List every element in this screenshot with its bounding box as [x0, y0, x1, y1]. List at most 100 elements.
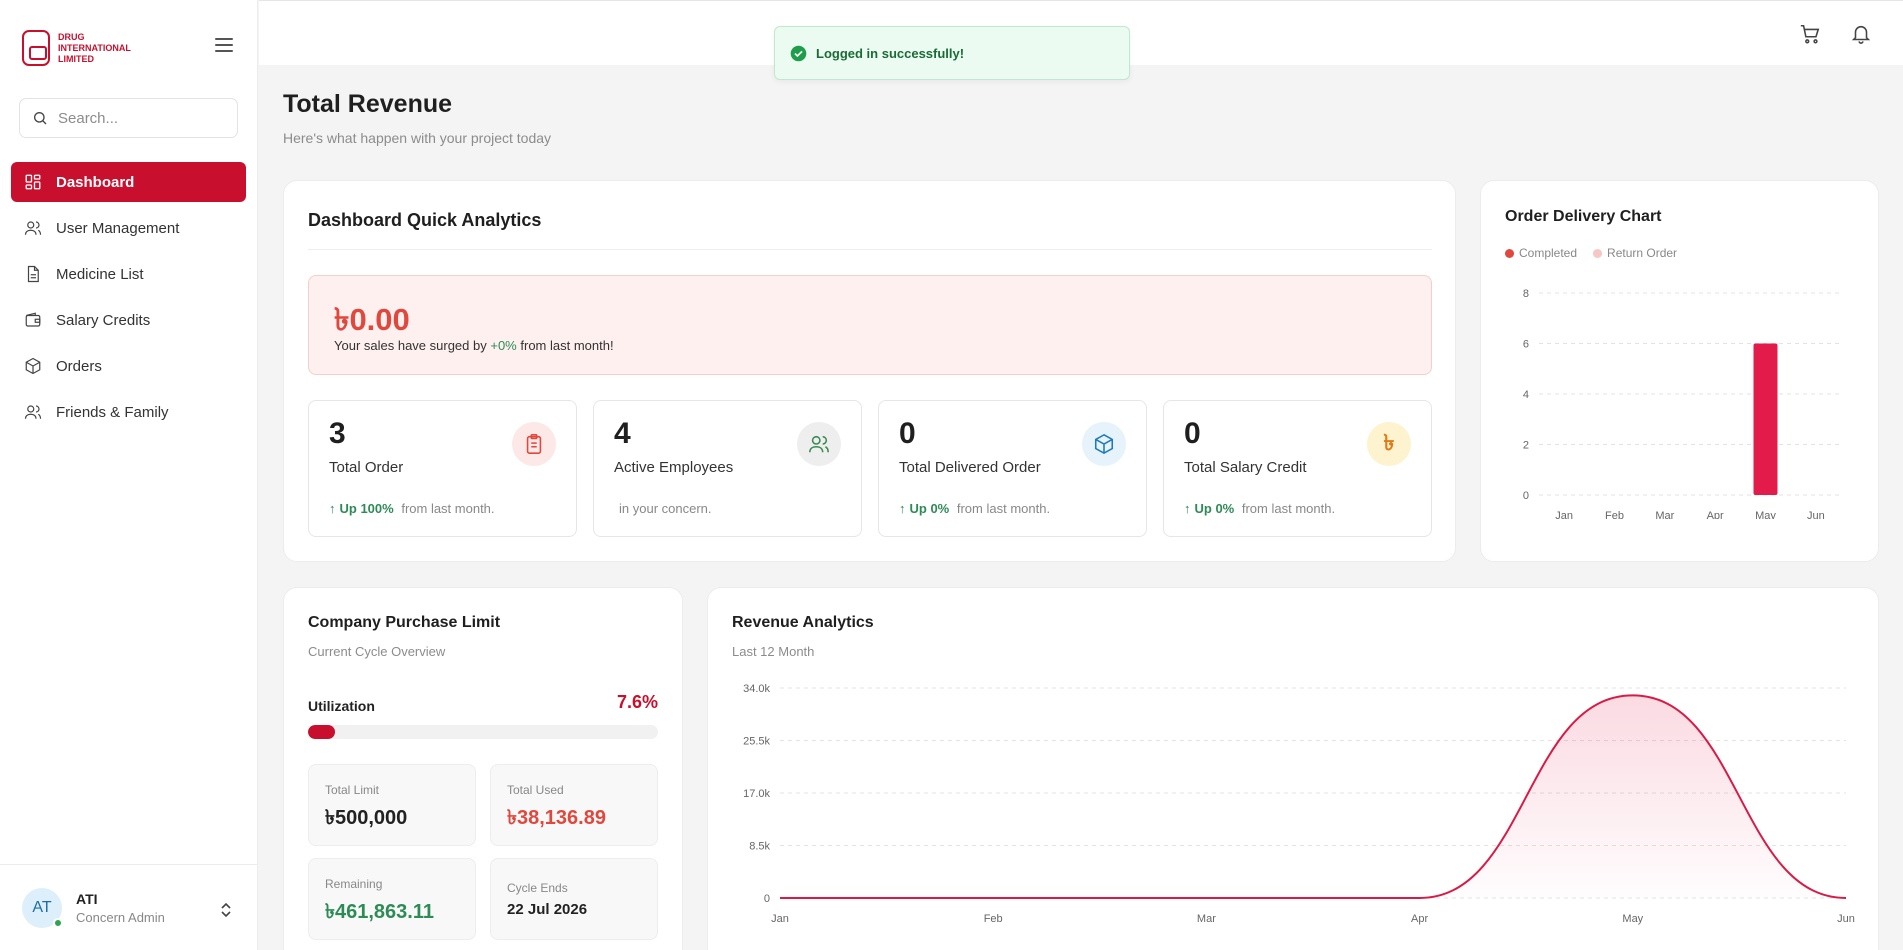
users-icon	[24, 221, 42, 235]
legend-label: Completed	[1519, 246, 1578, 260]
utilization-progress-bar	[308, 725, 658, 739]
utilization-progress-fill	[308, 725, 335, 739]
divider	[308, 249, 1432, 250]
x-tick-label: Feb	[984, 913, 1003, 925]
avatar-initials: AT	[32, 898, 52, 916]
stat-card-total-order: 3 Total Order ↑ Up 100% from last month.	[308, 400, 577, 537]
stat-change: Up 0%	[909, 501, 950, 516]
box-value: ৳461,863.11	[325, 901, 434, 923]
x-tick-label: Jun	[1807, 510, 1825, 519]
sidebar-item-label: Dashboard	[56, 173, 135, 191]
box-icon	[1082, 422, 1126, 466]
arrow-up-icon: ↑	[329, 501, 336, 516]
sales-text: Your sales have surged by +0% from last …	[334, 338, 614, 353]
chevron-up-down-icon[interactable]	[220, 902, 232, 918]
y-tick-label: 25.5k	[743, 736, 770, 748]
stat-change: Up 0%	[1194, 501, 1235, 516]
y-tick-label: 8.5k	[749, 841, 770, 853]
hamburger-menu-icon[interactable]	[215, 38, 233, 54]
taka-icon: ৳	[1367, 422, 1411, 466]
page-title: Total Revenue	[283, 90, 453, 118]
sidebar-item-user-management[interactable]: User Management	[11, 208, 246, 248]
online-status-dot	[53, 917, 63, 928]
card-title: Revenue Analytics	[732, 614, 874, 631]
sales-text-after: from last month!	[520, 338, 614, 353]
legend-item-completed[interactable]: Completed	[1505, 246, 1577, 260]
sidebar-item-salary-credits[interactable]: Salary Credits	[11, 300, 246, 340]
card-subtitle: Current Cycle Overview	[308, 644, 446, 659]
sales-text-before: Your sales have surged by	[334, 338, 487, 353]
legend-item-return-order[interactable]: Return Order	[1593, 246, 1677, 260]
document-icon	[27, 265, 39, 283]
user-profile[interactable]: AT ATI Concern Admin	[0, 864, 258, 950]
y-tick-label: 0	[1523, 490, 1529, 502]
y-tick-label: 2	[1523, 440, 1529, 452]
brand-name: DRUG INTERNATIONAL LIMITED	[58, 31, 131, 64]
remaining-box: Remaining ৳461,863.11	[308, 858, 476, 940]
stat-value: 4	[614, 417, 631, 450]
quick-analytics-card: Dashboard Quick Analytics ৳0.00 Your sal…	[283, 180, 1456, 562]
total-used-box: Total Used ৳38,136.89	[490, 764, 658, 846]
cart-icon[interactable]	[1799, 23, 1821, 45]
dashboard-icon	[25, 174, 41, 190]
stat-value: 0	[1184, 417, 1201, 450]
bell-icon[interactable]	[1850, 23, 1872, 45]
order-delivery-card: Order Delivery Chart Completed Return Or…	[1480, 180, 1879, 562]
sidebar-item-label: Salary Credits	[56, 311, 151, 329]
box-value: 22 Jul 2026	[507, 901, 588, 918]
users-icon	[24, 405, 42, 419]
stat-label: Active Employees	[614, 459, 734, 476]
logo-icon	[22, 30, 50, 66]
toast-notification: Logged in successfully!	[774, 26, 1130, 80]
search-input[interactable]	[58, 109, 228, 127]
x-tick-label: Jan	[771, 913, 789, 925]
stat-foot-text: from last month.	[956, 501, 1051, 516]
wallet-icon	[25, 312, 41, 327]
page-subtitle: Here's what happen with your project tod…	[283, 130, 552, 146]
sidebar-item-label: User Management	[56, 219, 180, 237]
stat-label: Total Delivered Order	[899, 459, 1041, 476]
box-label: Total Used	[507, 783, 564, 797]
stat-card-active-employees: 4 Active Employees in your concern.	[593, 400, 862, 537]
stat-footnote: in your concern.	[619, 501, 712, 516]
avatar: AT	[22, 887, 63, 928]
purchase-limit-card: Company Purchase Limit Current Cycle Ove…	[283, 587, 683, 950]
search-box	[19, 98, 238, 138]
total-limit-box: Total Limit ৳500,000	[308, 764, 476, 846]
box-label: Remaining	[325, 877, 383, 891]
sidebar-item-label: Medicine List	[56, 265, 144, 283]
x-tick-label: May	[1755, 510, 1776, 519]
users-icon	[797, 422, 841, 466]
sidebar-item-label: Orders	[56, 357, 102, 375]
y-tick-label: 0	[764, 893, 770, 905]
stat-footnote: ↑ Up 0% from last month.	[1184, 501, 1335, 516]
sidebar-nav: Dashboard User Management Medicine List …	[11, 162, 246, 438]
revenue-area	[780, 695, 1846, 898]
x-tick-label: Apr	[1411, 913, 1428, 925]
sidebar-item-orders[interactable]: Orders	[11, 346, 246, 386]
x-tick-label: Jun	[1837, 913, 1855, 925]
x-tick-label: May	[1622, 913, 1643, 925]
stat-foot-text: from last month.	[401, 501, 495, 516]
stat-footnote: ↑ Up 100% from last month.	[329, 501, 495, 516]
clipboard-icon	[512, 422, 556, 466]
stat-card-delivered-order: 0 Total Delivered Order ↑ Up 0% from last…	[878, 400, 1147, 537]
arrow-up-icon: ↑	[899, 501, 906, 516]
sidebar-item-friends-family[interactable]: Friends & Family	[11, 392, 246, 432]
cycle-ends-box: Cycle Ends 22 Jul 2026	[490, 858, 658, 940]
stat-value: 3	[329, 417, 346, 450]
stat-foot-text: from last month.	[1241, 501, 1336, 516]
check-circle-icon	[790, 45, 807, 61]
sidebar-item-dashboard[interactable]: Dashboard	[11, 162, 246, 202]
sales-change: +0%	[490, 338, 517, 353]
brand-logo[interactable]: DRUG INTERNATIONAL LIMITED	[22, 30, 138, 66]
y-tick-label: 17.0k	[743, 788, 770, 800]
stat-label: Total Order	[329, 459, 404, 476]
box-label: Total Limit	[325, 783, 380, 797]
chart-legend: Completed Return Order	[1505, 246, 1677, 260]
card-title: Company Purchase Limit	[308, 614, 501, 631]
arrow-up-icon: ↑	[1184, 501, 1191, 516]
x-tick-label: Mar	[1197, 913, 1216, 925]
stat-label: Total Salary Credit	[1184, 459, 1307, 476]
sidebar-item-medicine-list[interactable]: Medicine List	[11, 254, 246, 294]
